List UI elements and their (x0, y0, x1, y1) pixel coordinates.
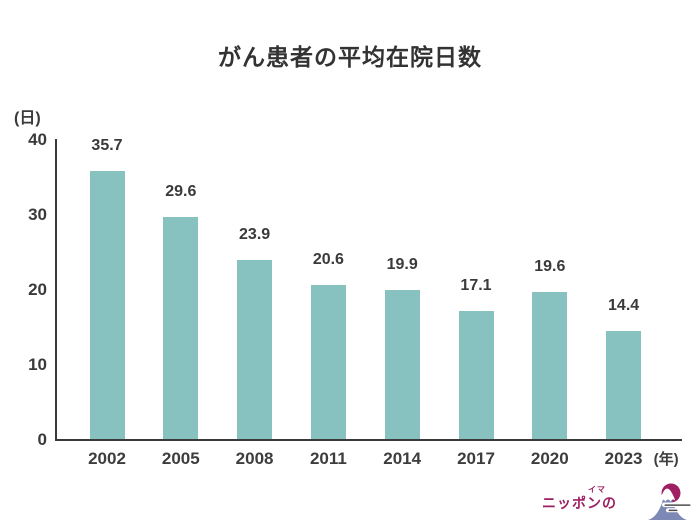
x-axis-label-2008: 2008 (235, 449, 274, 468)
y-tick-label: 30 (28, 205, 47, 224)
bar-2014 (384, 289, 420, 439)
bar-value-label: 19.9 (386, 255, 418, 273)
x-axis-label-2020: 2020 (530, 449, 569, 468)
bar-2020 (532, 292, 568, 439)
y-axis-line (55, 139, 57, 441)
x-axis-unit-label: (年) (653, 451, 679, 468)
brand-logo: イマ ニッポンの (540, 482, 700, 524)
bar-value-label: 17.1 (460, 276, 492, 294)
bar-value-label: 20.6 (312, 250, 344, 268)
x-axis-label-2002: 2002 (88, 449, 126, 468)
mount-fuji-sun-clouds-icon (648, 483, 691, 520)
bar-value-label: 29.6 (165, 183, 197, 200)
bar-2008 (237, 259, 273, 439)
y-tick-label: 10 (28, 355, 47, 374)
bar-2023 (606, 331, 642, 439)
brand-ruby-text: イマ (588, 485, 606, 494)
bar-2005 (163, 217, 199, 439)
x-axis-label-2023: 2023 (604, 449, 643, 468)
x-axis-label-2014: 2014 (383, 449, 422, 468)
x-axis-line (55, 439, 682, 441)
y-tick-label: 20 (28, 280, 47, 299)
y-axis-unit-label: (日) (14, 110, 41, 127)
bar-2011 (310, 284, 346, 439)
brand-name-text: ニッポンの (542, 495, 617, 511)
x-axis-label-2005: 2005 (161, 449, 200, 468)
chart-title: がん患者の平均在院日数 (218, 44, 482, 70)
bar-value-label: 19.6 (534, 258, 566, 275)
x-axis-label-2017: 2017 (457, 449, 495, 468)
bar-value-label: 23.9 (239, 225, 271, 243)
y-tick-label: 0 (37, 430, 47, 449)
x-axis-label-2011: 2011 (309, 449, 347, 468)
bar-value-label: 14.4 (608, 297, 640, 314)
bar-2002 (89, 171, 125, 439)
y-tick-label: 40 (28, 130, 47, 149)
bar-value-label: 35.7 (91, 137, 123, 155)
bar-2017 (458, 310, 494, 439)
